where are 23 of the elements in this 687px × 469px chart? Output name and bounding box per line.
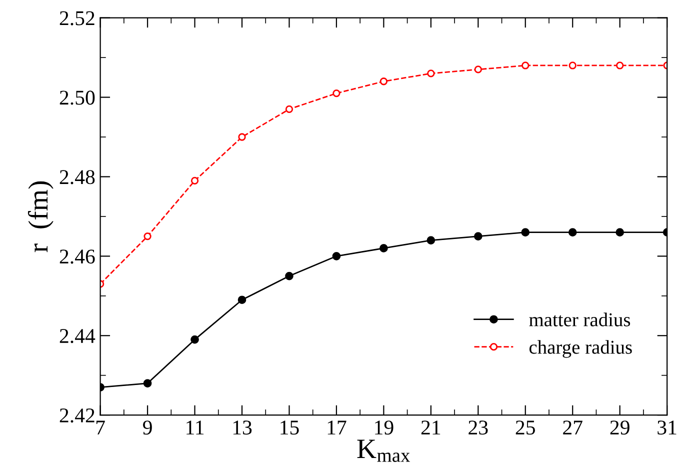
- x-axis-title: K$_{max}$: [357, 440, 410, 462]
- x-tick-label: 15: [280, 420, 299, 435]
- legend-label: charge radius: [529, 340, 632, 358]
- x-tick-label: 19: [375, 420, 394, 435]
- x-tick-label: 31: [658, 420, 676, 435]
- x-tick-label: 13: [233, 420, 252, 435]
- x-tick-label: 27: [563, 420, 582, 434]
- legend-label: matter radius: [529, 312, 630, 326]
- x-tick-label: 9: [142, 420, 152, 435]
- x-tick-label: 7: [96, 420, 105, 434]
- y-axis-title: r (fm): [28, 181, 54, 252]
- y-tick-label: 2.42: [60, 408, 94, 423]
- x-tick-label: 23: [468, 420, 488, 435]
- x-tick-label: 17: [328, 420, 346, 434]
- y-tick-label: 2.44: [60, 329, 96, 344]
- x-tick-label: 11: [186, 420, 204, 434]
- y-tick-label: 2.48: [60, 170, 95, 184]
- y-tick-label: 2.46: [60, 250, 95, 264]
- y-tick-label: 2.52: [60, 11, 94, 26]
- x-tick-label: 21: [421, 420, 440, 434]
- x-tick-label: 25: [516, 420, 535, 435]
- y-tick-label: 2.50: [60, 90, 95, 105]
- x-tick-label: 29: [610, 420, 630, 435]
